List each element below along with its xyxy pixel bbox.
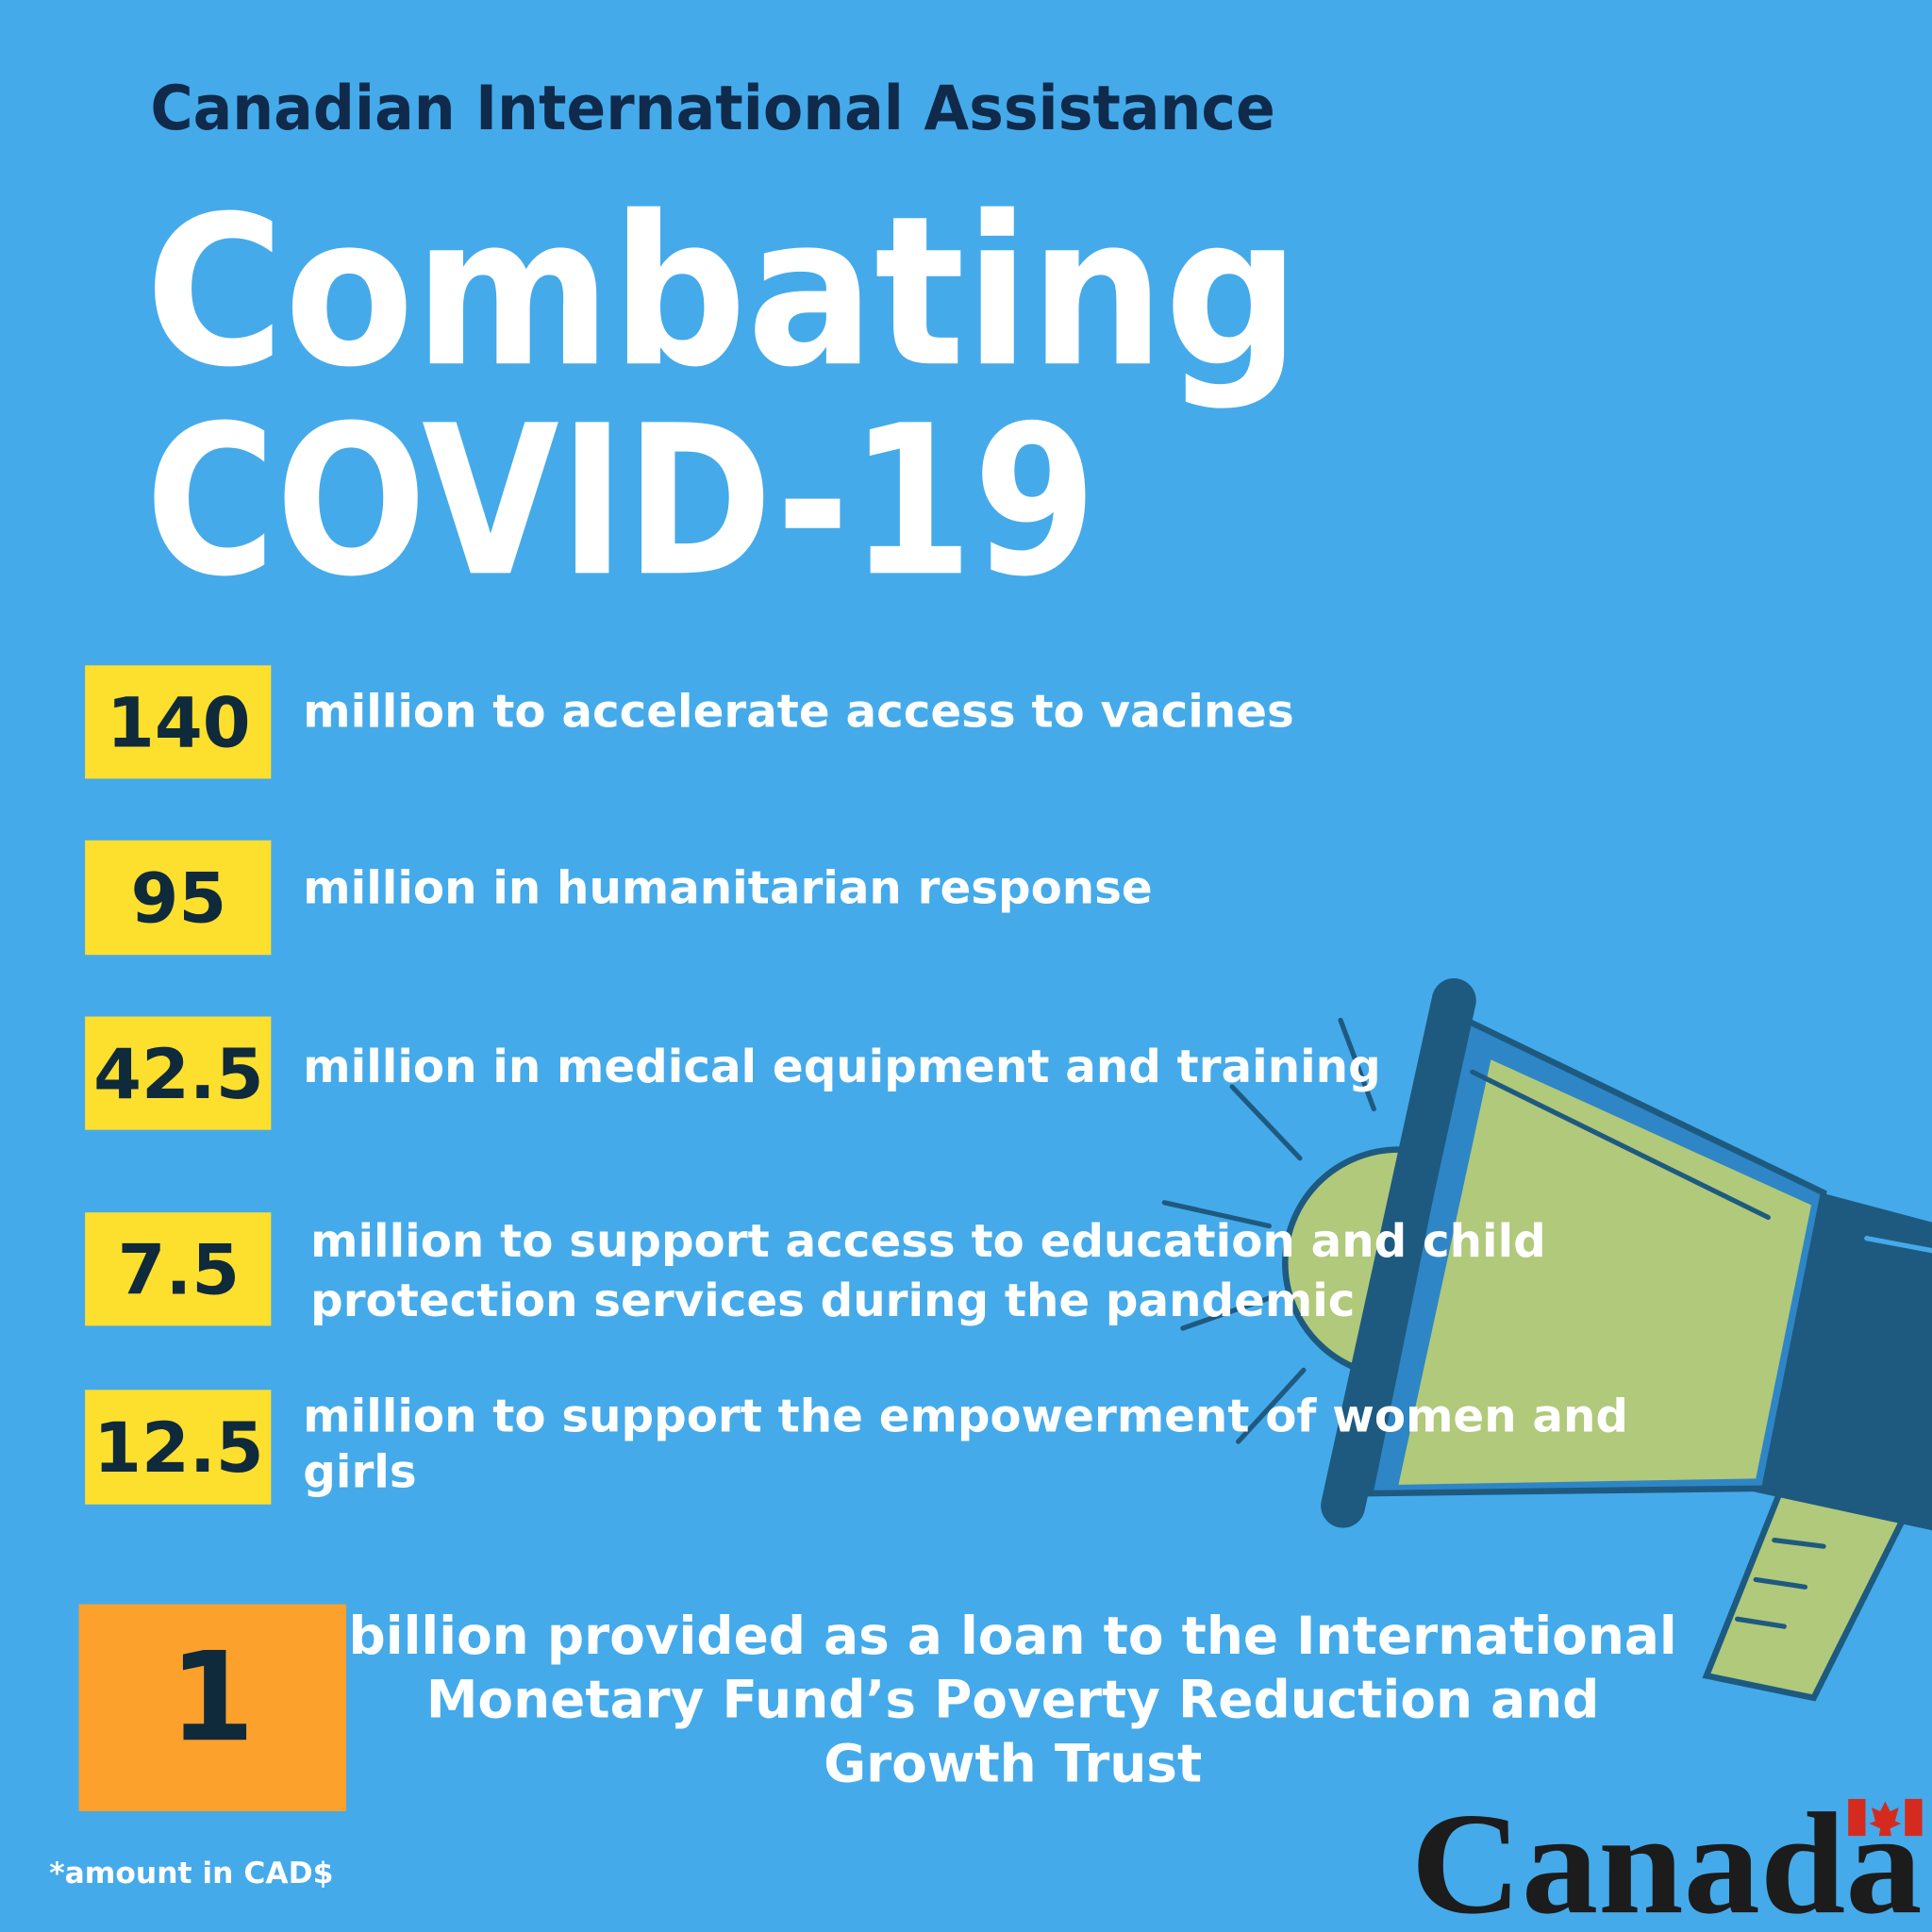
highlight-amount: 1 (169, 1625, 255, 1769)
flag-leaf (1869, 1801, 1902, 1837)
footnote: *amount in CAD$ (49, 1857, 333, 1890)
megaphone-illustration (1161, 978, 1932, 1702)
highlight-line: Monetary Fund’s Poverty Reduction and (426, 1670, 1600, 1730)
highlight-box (78, 1604, 347, 1811)
amount: 95 (131, 859, 227, 940)
amount: 12.5 (93, 1408, 263, 1489)
amount-box (85, 1212, 272, 1326)
amount: 7.5 (118, 1230, 241, 1310)
amount: 42.5 (93, 1035, 263, 1115)
title-line: Combating (145, 171, 1300, 412)
item-list: 140 million to accelerate access to vacin… (85, 665, 1628, 1505)
amount-box (85, 665, 272, 779)
logo-text: Canada (1411, 1784, 1923, 1932)
title-line: COVID-19 (145, 380, 1096, 622)
description: girls (303, 1445, 416, 1498)
subtitle: Canadian International Assistance (150, 73, 1274, 144)
description: million to support access to education a… (310, 1215, 1546, 1268)
description: million in humanitarian response (303, 861, 1152, 914)
description: million to support the empowerment of wo… (303, 1391, 1628, 1443)
amount-box (85, 840, 272, 956)
description: million in medical equipment and trainin… (303, 1041, 1380, 1093)
description: protection services during the pandemic (310, 1274, 1355, 1327)
highlight-line: billion provided as a loan to the Intern… (349, 1606, 1677, 1666)
amount: 140 (107, 684, 251, 764)
flag-bar (1848, 1798, 1866, 1837)
highlight-line: Growth Trust (824, 1734, 1202, 1794)
canada-wordmark: Canada (1411, 1784, 1923, 1932)
description: million to accelerate access to vacines (303, 686, 1293, 739)
amount-box (85, 1390, 272, 1505)
flag-bar (1905, 1798, 1923, 1837)
highlight-text: billion provided as a loan to the Intern… (349, 1606, 1677, 1794)
amount-box (85, 1016, 272, 1130)
